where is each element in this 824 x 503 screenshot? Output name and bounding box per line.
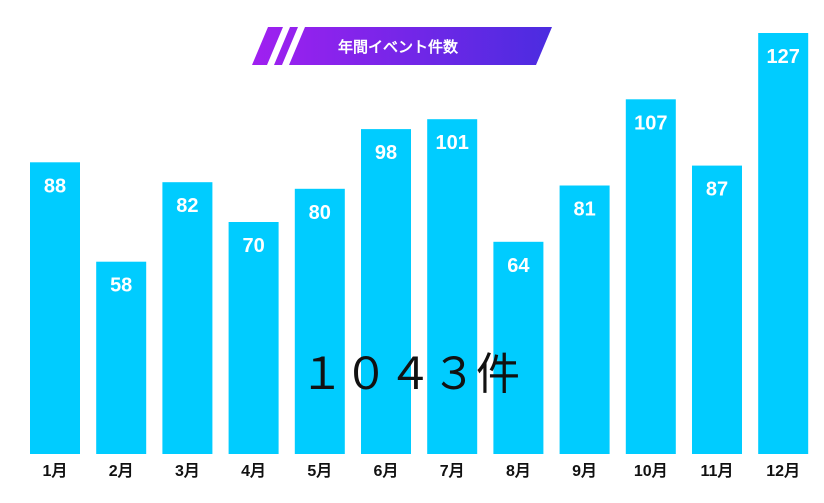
bar-1月 [30,162,80,455]
x-axis-ticks: 1月 2月 3月 4月 5月 6月 7月 8月 9月 10月 11月 12月 [43,462,801,480]
tick-label-9月: 9月 [572,462,597,480]
value-label-3月: 82 [176,195,198,217]
value-label-2月: 58 [110,275,132,297]
bar-2月 [96,261,147,454]
tick-label-2月: 2月 [109,462,134,480]
bar-11月 [692,165,742,454]
tick-label-5月: 5月 [307,462,332,480]
value-label-5月: 80 [309,202,331,224]
value-label-12月: 127 [767,46,800,68]
tick-label-7月: 7月 [440,462,465,480]
title-banner-stripe [267,27,290,65]
value-label-9月: 81 [573,199,595,221]
value-label-1月: 88 [44,175,66,197]
bar-5月 [294,188,345,455]
bar-3月 [162,182,213,454]
bars-layer [30,33,809,455]
value-label-10月: 107 [634,112,667,134]
tick-label-11月: 11月 [701,462,734,480]
tick-label-12月: 12月 [766,462,800,480]
tick-label-1月: 1月 [43,462,68,480]
value-labels-layer: 88 58 82 70 80 98 101 64 81 107 87 127 [44,46,800,297]
tick-label-6月: 6月 [374,462,399,480]
chart-title-banner: 年間イベント件数 [252,27,552,65]
bar-9月 [559,185,610,454]
value-label-11月: 87 [706,179,728,201]
value-label-6月: 98 [375,142,397,164]
total-annotation: １０４３件 [300,349,520,400]
bar-4月 [228,222,279,454]
tick-label-8月: 8月 [506,462,531,480]
bar-6月 [361,129,411,454]
bar-7月 [427,119,478,454]
title-banner-stripe [282,27,305,65]
tick-label-3月: 3月 [175,462,200,480]
value-label-7月: 101 [436,132,469,154]
value-label-4月: 70 [242,235,264,257]
chart-title: 年間イベント件数 [338,38,459,56]
bar-8月 [493,241,544,454]
bar-10月 [625,99,676,455]
title-banner-shape [252,27,552,65]
tick-label-10月: 10月 [634,462,668,480]
value-label-8月: 64 [507,255,530,277]
bar-12月 [758,33,809,454]
tick-label-4月: 4月 [241,462,266,480]
